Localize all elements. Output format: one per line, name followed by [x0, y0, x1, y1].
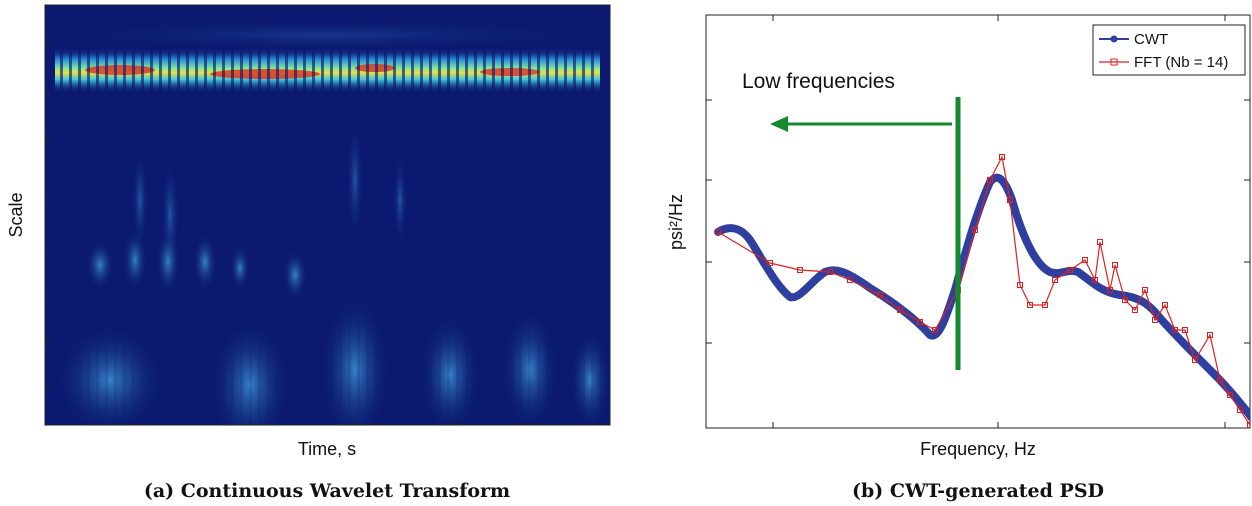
- arrow-head: [770, 116, 788, 132]
- legend-label: FFT (Nb = 14): [1134, 54, 1228, 71]
- y-axis-label: Scale: [6, 192, 26, 237]
- x-axis-label: Time, s: [298, 439, 356, 459]
- wavelet-panel: Time, s Scale (a) Continuous Wavelet Tra…: [6, 4, 611, 502]
- annotation: Low frequencies: [742, 70, 895, 93]
- legend-label: CWT: [1134, 31, 1168, 48]
- y-axis-label: psi²/Hz: [666, 194, 686, 250]
- psd-panel: Low frequencies CWT FFT (Nb = 14) Freque…: [666, 14, 1251, 502]
- caption: (b) CWT-generated PSD: [852, 480, 1104, 502]
- wavelet-heatmap: [45, 5, 610, 425]
- caption: (a) Continuous Wavelet Transform: [144, 480, 510, 502]
- x-axis-label: Frequency, Hz: [920, 439, 1036, 459]
- fft-curve: [715, 154, 1250, 428]
- legend: CWT FFT (Nb = 14): [1092, 24, 1246, 76]
